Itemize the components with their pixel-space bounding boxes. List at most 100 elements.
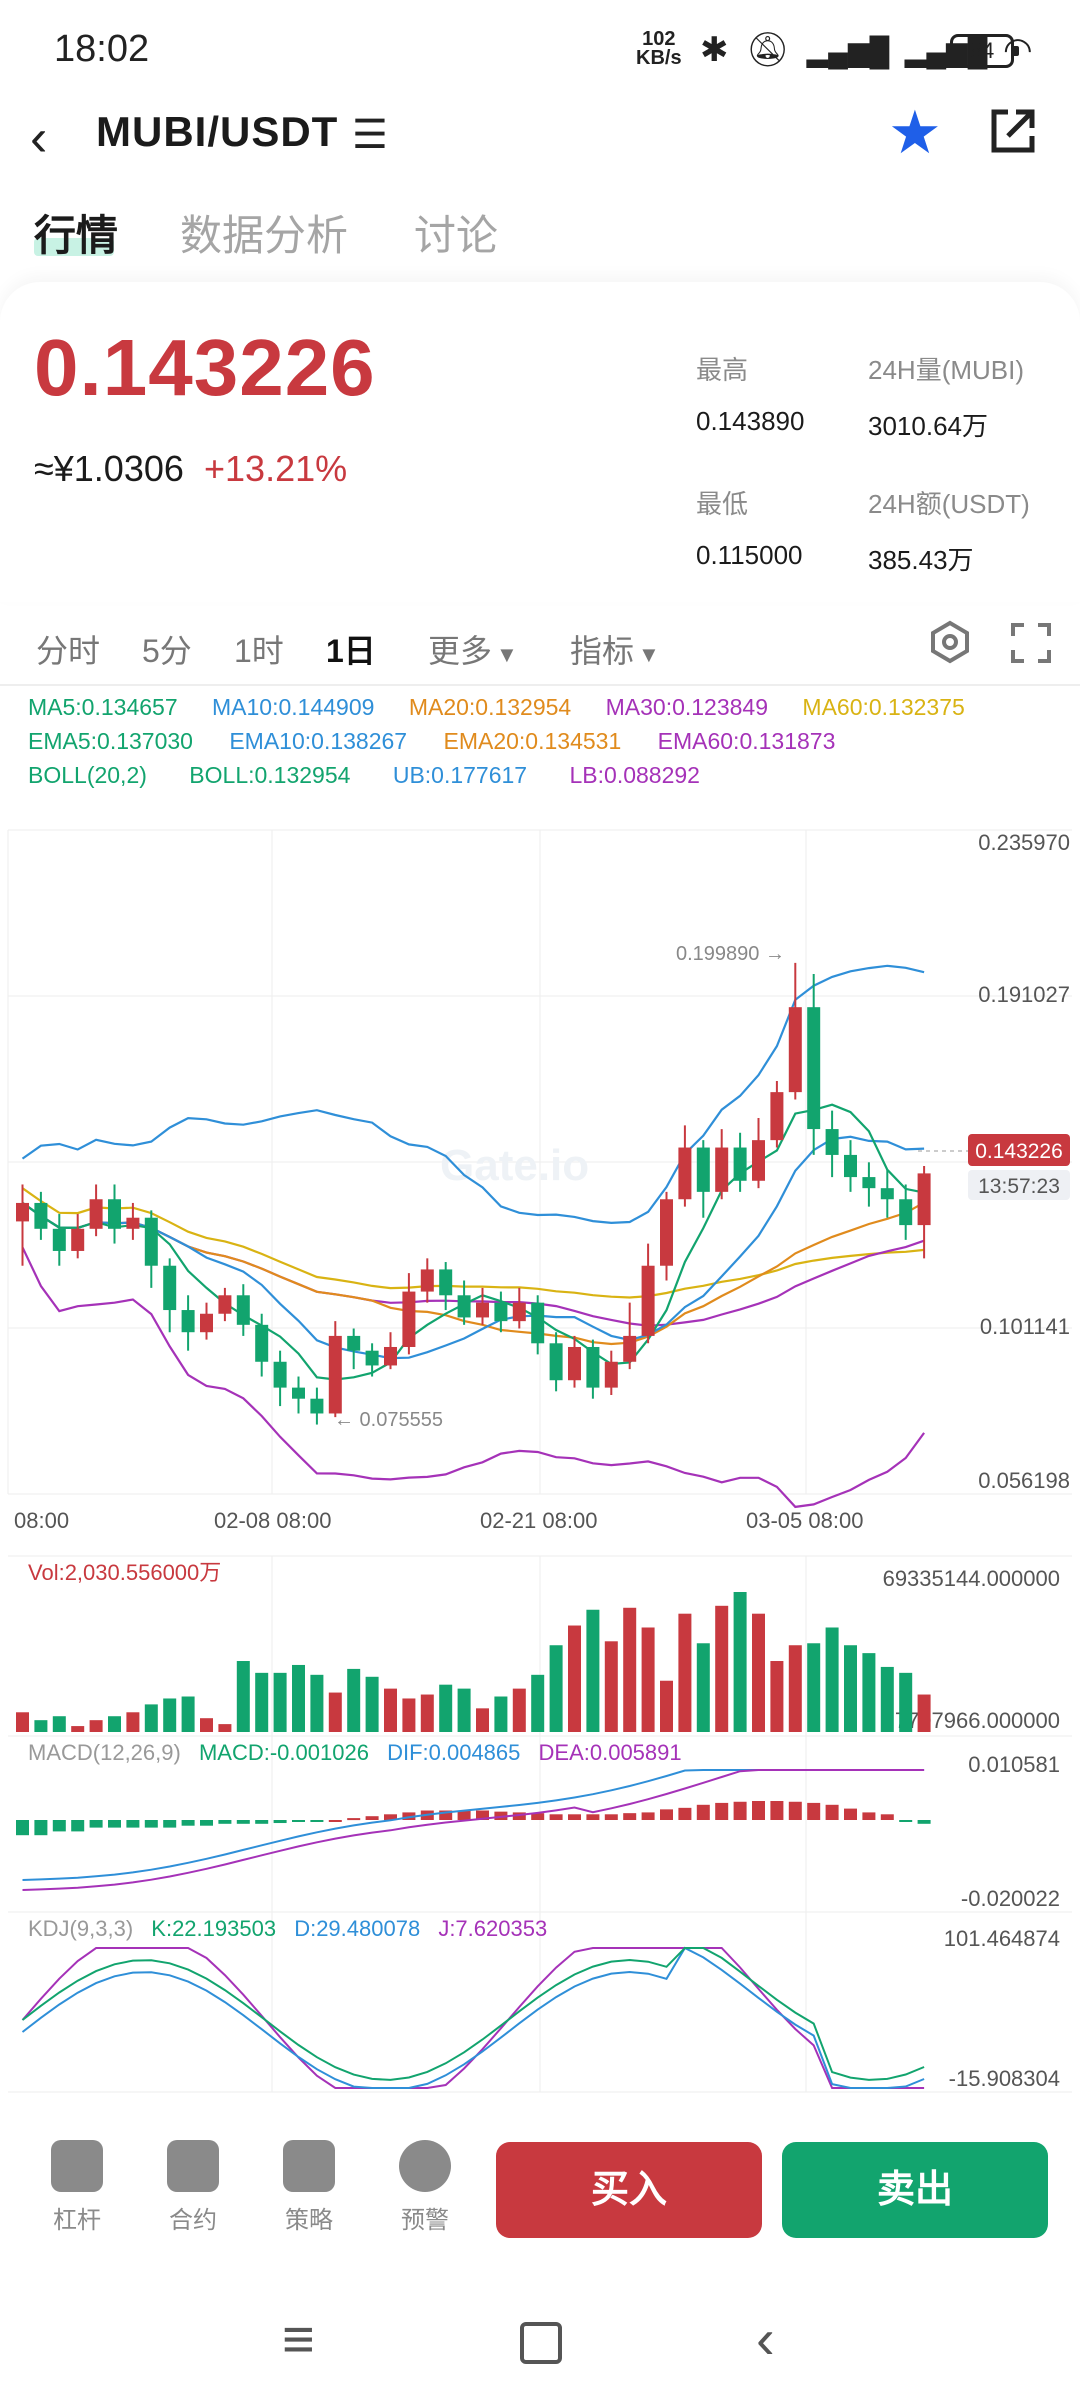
back-icon[interactable]: ‹ bbox=[30, 109, 48, 167]
macd-dif: DIF:0.004865 bbox=[387, 1740, 520, 1765]
ma-legend: MA5:0.134657 MA10:0.144909 MA20:0.132954… bbox=[28, 694, 965, 721]
candle-body bbox=[844, 1154, 857, 1178]
settings-hex-icon[interactable] bbox=[928, 620, 972, 669]
candle-body bbox=[273, 1361, 287, 1388]
alert-button[interactable]: 预警 bbox=[380, 2140, 470, 2235]
candlestick-chart[interactable]: Gate.io 0.235970 0.191027 0.101141 0.056… bbox=[0, 820, 1080, 2110]
divider bbox=[0, 684, 1080, 686]
volume-bar bbox=[660, 1680, 673, 1732]
interval-time-share[interactable]: 分时 bbox=[36, 633, 101, 669]
candle-body bbox=[292, 1387, 305, 1399]
signal-icon: ▂▄▆█ bbox=[806, 36, 890, 67]
volume-bar bbox=[52, 1716, 66, 1732]
indicator-menu[interactable]: 指标 ▼ bbox=[570, 626, 660, 672]
volume-bar bbox=[696, 1643, 710, 1732]
candle-body bbox=[439, 1269, 453, 1296]
menu-nav-icon[interactable]: ≡ bbox=[282, 2307, 315, 2370]
candle-body bbox=[880, 1188, 894, 1200]
home-nav-icon[interactable] bbox=[520, 2322, 562, 2364]
indicator-label: 指标 bbox=[570, 633, 635, 669]
volume-bar bbox=[439, 1684, 453, 1732]
volume-bar bbox=[273, 1672, 287, 1732]
macd-legend: MACD(12,26,9) MACD:-0.001026 DIF:0.00486… bbox=[28, 1740, 682, 1765]
macd-bar bbox=[384, 1814, 397, 1820]
macd-bar bbox=[917, 1820, 931, 1824]
y-tick-3: 0.101141 bbox=[980, 1314, 1070, 1339]
interval-1d[interactable]: 1日 bbox=[326, 633, 376, 669]
candle-body bbox=[641, 1265, 655, 1336]
favorite-star-icon[interactable]: ★ bbox=[888, 99, 942, 166]
tab-discussion[interactable]: 讨论 bbox=[414, 212, 499, 259]
network-speed: 102 KB/s bbox=[636, 28, 682, 68]
macd-bar bbox=[89, 1820, 103, 1828]
candle-body bbox=[862, 1177, 876, 1189]
volume-bar bbox=[476, 1708, 489, 1732]
status-time: 18:02 bbox=[54, 28, 150, 70]
macd-bar bbox=[144, 1820, 158, 1828]
contract-button[interactable]: 合约 bbox=[148, 2140, 238, 2235]
macd-bar bbox=[163, 1820, 177, 1828]
pair-title[interactable]: MUBI/USDT bbox=[96, 108, 339, 155]
volume-bar bbox=[880, 1666, 894, 1732]
battery-icon: 84 bbox=[950, 34, 1019, 68]
more-label: 更多 bbox=[428, 633, 493, 669]
macd-bar bbox=[825, 1804, 839, 1820]
sell-button[interactable]: 卖出 bbox=[782, 2142, 1048, 2238]
candle-body bbox=[715, 1147, 729, 1192]
volume-bar bbox=[218, 1724, 232, 1732]
volume-bar bbox=[255, 1672, 269, 1732]
macd-bar bbox=[568, 1814, 581, 1820]
volume-bar bbox=[641, 1627, 655, 1732]
interval-1h[interactable]: 1时 bbox=[234, 633, 284, 669]
candle-body bbox=[310, 1398, 324, 1414]
candle-body bbox=[770, 1092, 784, 1141]
macd-bar bbox=[788, 1801, 802, 1820]
boll-name: BOLL(20,2) bbox=[28, 762, 147, 788]
tab-underline bbox=[34, 238, 114, 256]
kdj-k-line bbox=[21, 1947, 925, 2081]
net-speed-value: 102 bbox=[642, 28, 676, 50]
current-price-tag bbox=[968, 1134, 1070, 1166]
back-nav-icon[interactable]: ‹ bbox=[756, 2307, 775, 2370]
macd-dea: DEA:0.005891 bbox=[539, 1740, 682, 1765]
macd-bar bbox=[623, 1813, 637, 1820]
mute-icon: 🔕︎ bbox=[745, 31, 790, 69]
contract-label: 合约 bbox=[169, 2207, 217, 2234]
macd-bar bbox=[328, 1820, 342, 1822]
x-tick-3: 03-05 08:00 bbox=[746, 1508, 863, 1533]
volume-bar bbox=[402, 1698, 416, 1732]
macd-bar bbox=[586, 1814, 600, 1820]
strategy-button[interactable]: 策略 bbox=[264, 2140, 354, 2235]
buy-button[interactable]: 买入 bbox=[496, 2142, 762, 2238]
volume-bar bbox=[788, 1645, 802, 1732]
tab-market[interactable]: 行情 bbox=[34, 212, 119, 259]
candle-body bbox=[89, 1199, 103, 1229]
ma60-line bbox=[21, 1187, 925, 1299]
candle-body bbox=[218, 1295, 232, 1314]
macd-bar bbox=[108, 1820, 121, 1828]
x-tick-0: 08:00 bbox=[14, 1508, 69, 1533]
candle-body bbox=[255, 1324, 269, 1362]
interval-5m[interactable]: 5分 bbox=[142, 633, 192, 669]
volume-bar bbox=[733, 1592, 747, 1732]
contract-icon bbox=[167, 2140, 219, 2192]
current-price-label: 0.143226 bbox=[975, 1140, 1063, 1163]
pair-switch-icon[interactable]: ☰ bbox=[352, 113, 388, 157]
macd-bar bbox=[844, 1808, 857, 1820]
share-icon[interactable] bbox=[986, 106, 1038, 163]
tab-data-analysis[interactable]: 数据分析 bbox=[180, 212, 349, 259]
low-label: 最低 bbox=[696, 489, 749, 519]
candle-body bbox=[917, 1173, 931, 1226]
leverage-button[interactable]: 杠杆 bbox=[32, 2140, 122, 2235]
macd-bar bbox=[641, 1812, 655, 1820]
fullscreen-icon[interactable] bbox=[1010, 622, 1052, 669]
macd-bar bbox=[880, 1814, 894, 1820]
macd-bar bbox=[236, 1820, 250, 1824]
volume-bar bbox=[825, 1627, 839, 1732]
candle-body bbox=[807, 1007, 821, 1130]
candle-body bbox=[402, 1291, 416, 1347]
ma10-value: MA10:0.144909 bbox=[212, 694, 375, 720]
macd-bar bbox=[476, 1810, 489, 1820]
interval-more[interactable]: 更多 ▼ bbox=[428, 626, 518, 672]
candle-body bbox=[347, 1335, 361, 1351]
